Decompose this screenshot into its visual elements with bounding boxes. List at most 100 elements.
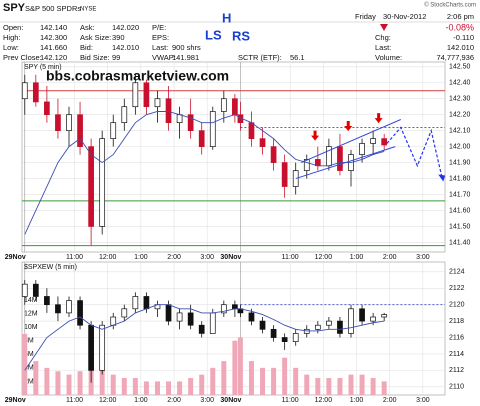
y-tick-label: 142.10 xyxy=(449,127,471,134)
x-tick-label: 3:00 xyxy=(200,397,214,404)
candle-body xyxy=(21,82,28,100)
annotation-ls: LS xyxy=(205,27,222,42)
y-tick-label: 2112 xyxy=(449,367,464,374)
candle-body xyxy=(77,114,83,147)
quote-value: 99 xyxy=(112,53,120,62)
x-tick-label: 12:00 xyxy=(99,254,117,261)
x-tick-label: 3:00 xyxy=(200,254,214,261)
candle-body xyxy=(121,106,128,124)
quote-label: EPS: xyxy=(152,33,169,42)
x-tick-label: 12:00 xyxy=(315,397,333,404)
y2-tick-label: 12M xyxy=(24,310,38,317)
candle-body xyxy=(121,308,128,318)
candle-body xyxy=(66,114,72,132)
candle-body xyxy=(337,320,343,334)
volume-bar xyxy=(282,357,288,395)
candle-body xyxy=(187,312,194,326)
trend-line xyxy=(295,146,396,180)
y-tick-label: 142.30 xyxy=(449,96,471,103)
volume-bar xyxy=(237,337,243,395)
y-tick-label: 141.40 xyxy=(449,239,471,246)
volume-bar xyxy=(315,378,321,395)
y-tick-label: 142.20 xyxy=(449,112,471,119)
y-tick-label: 2124 xyxy=(449,269,465,276)
y2-tick-label: 8M xyxy=(24,338,34,345)
sctr-value: 56.1 xyxy=(290,53,305,62)
candle-body xyxy=(220,98,227,112)
candle-body xyxy=(32,82,39,103)
candle-body xyxy=(165,98,172,124)
candle-body xyxy=(88,324,94,371)
candle-body xyxy=(55,114,61,132)
y-tick-label: 141.50 xyxy=(449,223,471,230)
quote-value: 390 xyxy=(112,33,125,42)
candle-body xyxy=(292,333,299,342)
sctr-label: SCTR (ETF): xyxy=(238,53,282,62)
quote-label: Low: xyxy=(3,43,19,52)
annotation-arrow xyxy=(311,130,320,141)
candle-body xyxy=(270,328,277,338)
candle-body xyxy=(176,114,183,124)
y2-tick-label: 4M xyxy=(24,365,34,372)
volume-bar xyxy=(55,371,61,395)
candle-body xyxy=(281,162,288,187)
candle-body xyxy=(259,138,266,147)
volume-bar xyxy=(260,367,266,395)
moving-average xyxy=(24,111,385,235)
volume-bar xyxy=(210,367,216,395)
quote-label: Chg: xyxy=(375,33,391,42)
quote-label: Open: xyxy=(3,23,23,32)
candle-body xyxy=(359,143,365,155)
y-tick-label: 142.00 xyxy=(449,143,471,150)
quote-label: P/E: xyxy=(152,23,166,32)
security-name: S&P 500 SPDRs xyxy=(25,4,81,13)
volume-bar xyxy=(166,381,172,395)
y-tick-label: 142.40 xyxy=(449,80,471,87)
volume-bar xyxy=(143,381,149,395)
volume-bar xyxy=(177,381,183,395)
candle-body xyxy=(370,138,376,144)
quote-value: 142.140 xyxy=(40,23,67,32)
moving-average xyxy=(24,304,385,371)
candle-body xyxy=(110,122,117,139)
x-tick-label: 1:00 xyxy=(350,254,364,261)
candle-body xyxy=(154,98,161,108)
y2-tick-label: 10M xyxy=(24,324,38,331)
change-percent: -0.08% xyxy=(445,22,474,32)
x-tick-label: 1:00 xyxy=(134,254,148,261)
x-tick-label: 12:00 xyxy=(315,254,333,261)
volume-bar xyxy=(110,374,116,395)
candle-body xyxy=(88,146,94,227)
candle-body xyxy=(44,101,50,116)
annotation-arrow xyxy=(344,121,353,132)
candle-body xyxy=(381,138,388,146)
candle-body xyxy=(220,304,227,314)
candle-body xyxy=(77,300,83,326)
annotation-rs: RS xyxy=(232,28,250,43)
y-tick-label: 141.60 xyxy=(449,207,471,214)
copyright: © StockCharts.com xyxy=(424,2,476,9)
down-triangle xyxy=(380,24,388,31)
x-tick-label: 29Nov xyxy=(5,254,26,261)
quote-label: Last: xyxy=(152,43,168,52)
quote-value: 142.120 xyxy=(40,53,67,62)
quote-label: Ask Size: xyxy=(80,33,111,42)
quote-label: Prev Close: xyxy=(3,53,42,62)
annotation-h: H xyxy=(222,10,231,25)
quote-value: 142.010 xyxy=(112,43,139,52)
candle-body xyxy=(110,316,117,326)
y-tick-label: 2118 xyxy=(449,318,464,325)
trend-line xyxy=(301,119,401,164)
volume-bar xyxy=(188,378,194,395)
volume-bar xyxy=(22,333,28,395)
candle-body xyxy=(198,324,205,334)
volume-bar xyxy=(326,378,332,395)
volume-bar xyxy=(33,361,39,395)
quote-value: -0.110 xyxy=(453,33,474,42)
x-tick-label: 11:00 xyxy=(66,397,83,404)
day: Friday xyxy=(355,12,376,21)
x-tick-label: 2:00 xyxy=(167,254,181,261)
candle-body xyxy=(209,312,216,334)
x-tick-label: 3:00 xyxy=(416,397,430,404)
